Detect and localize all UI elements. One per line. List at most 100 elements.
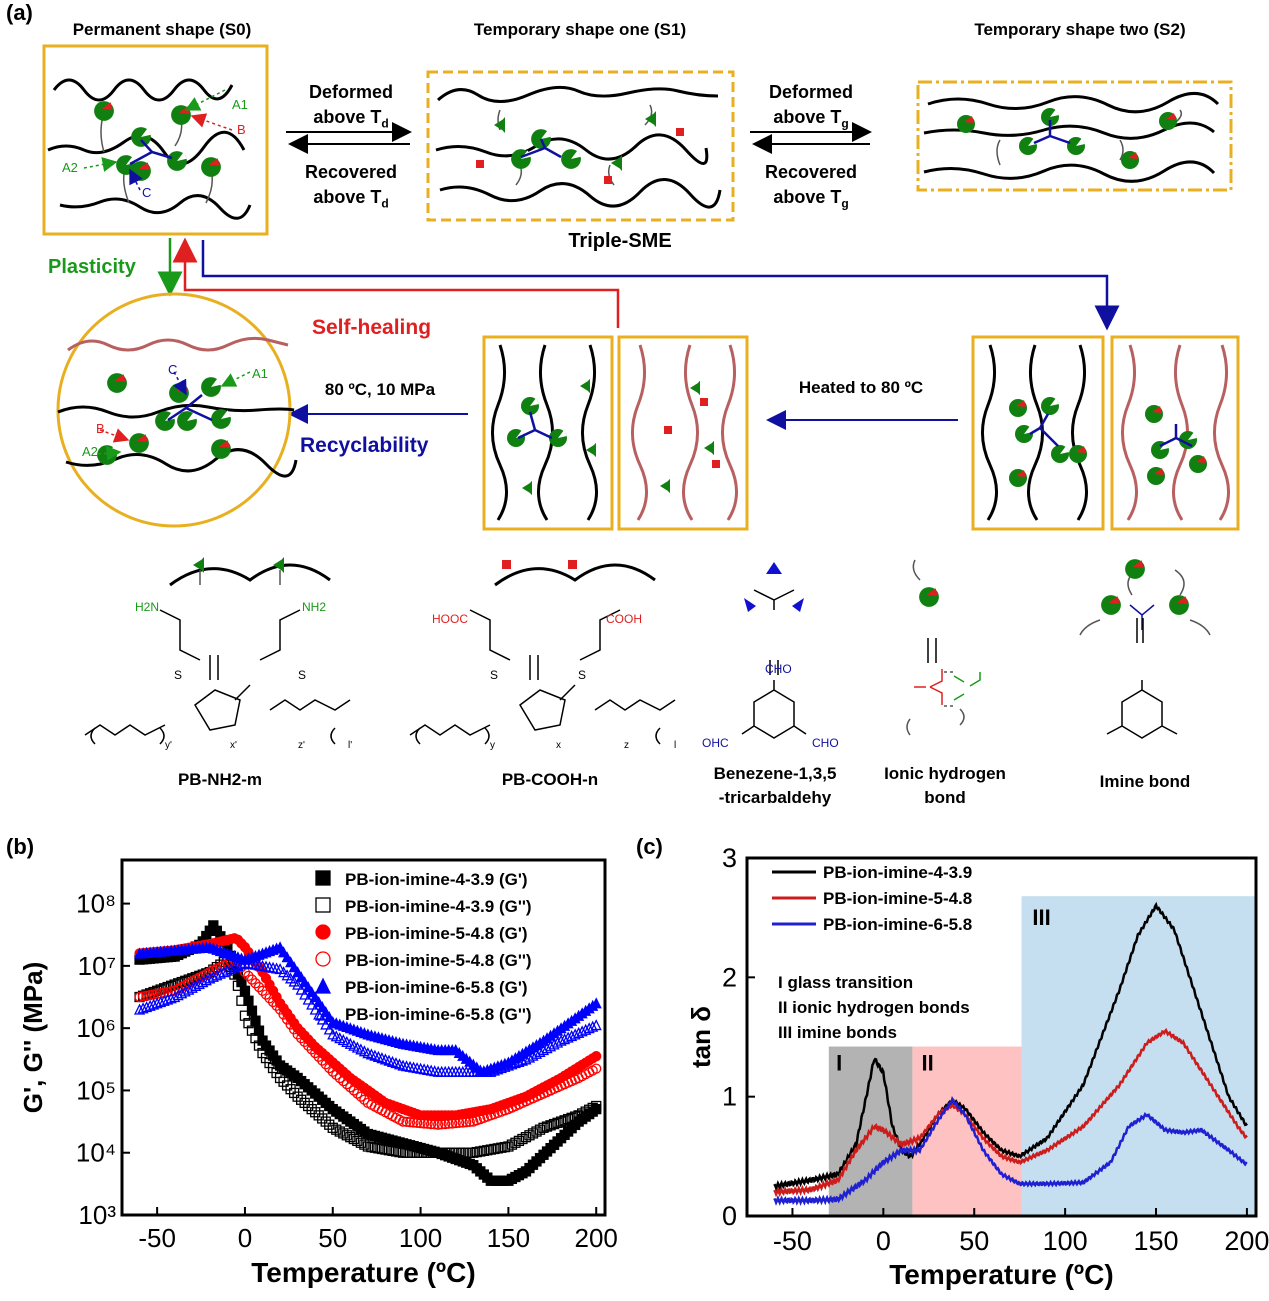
x-tick-label: 200 [575, 1223, 618, 1253]
data-point [141, 1001, 153, 1013]
data-point [257, 985, 268, 996]
sub-y1: y' [165, 740, 172, 751]
data-point [214, 967, 226, 979]
sub-x: x [556, 740, 561, 751]
data-point [271, 1000, 282, 1011]
h2n-label: H2N [135, 600, 160, 614]
data-point [418, 1118, 430, 1129]
data-point [457, 1117, 468, 1128]
data-point [137, 991, 149, 1002]
plot-frame [745, 856, 1258, 1218]
pb-cooh-label: PB-COOH-n [501, 770, 599, 789]
data-point [334, 1126, 345, 1137]
data-point [450, 1117, 461, 1129]
data-point [327, 1122, 338, 1133]
data-point [221, 964, 233, 976]
marker-b-circle: B [96, 421, 105, 436]
data-point [338, 1075, 349, 1087]
data-point [510, 1137, 521, 1148]
marker-a1: A1 [232, 97, 248, 112]
data-point [513, 1135, 525, 1147]
pb-nh2-label: PB-NH2-m [177, 770, 263, 789]
s1-title: Temporary shape one (S1) [473, 20, 687, 39]
series-line [773, 1096, 1248, 1206]
data-point [299, 1097, 310, 1109]
series-line [773, 901, 1248, 1192]
component-boxes-imine [971, 335, 1240, 531]
series-line [773, 1027, 1248, 1198]
sub-l: l [674, 740, 677, 751]
data-point [503, 1141, 514, 1152]
data-point [315, 924, 331, 940]
chemical-structures [84, 555, 1211, 745]
y-tick-label: 10⁸ [76, 889, 116, 919]
data-point [306, 1103, 317, 1115]
data-point [314, 1004, 332, 1021]
data-point [591, 1063, 602, 1074]
data-point [404, 1117, 416, 1128]
data-point [144, 999, 156, 1011]
s1-box [426, 70, 735, 222]
region-label: I [836, 1050, 842, 1075]
data-point [524, 1130, 535, 1141]
data-point [566, 1029, 578, 1042]
data-point [485, 1065, 497, 1077]
y-tick-label: 0 [722, 1201, 737, 1231]
data-point [246, 974, 258, 985]
x-tick-label: 0 [238, 1223, 252, 1253]
sub-y: y [490, 740, 495, 751]
data-point [334, 1072, 345, 1084]
y-tick-label: 3 [722, 843, 737, 873]
data-point [243, 995, 254, 1006]
data-point [348, 1085, 359, 1096]
data-point [590, 997, 602, 1009]
data-point [200, 974, 212, 986]
data-point [562, 1113, 574, 1125]
hooc-label: HOOC [432, 612, 468, 626]
data-point [165, 992, 177, 1004]
data-point [313, 1051, 324, 1062]
data-point [562, 1031, 574, 1043]
data-point [555, 1116, 567, 1127]
s2-title: Temporary shape two (S2) [974, 20, 1186, 39]
x-tick-label: -50 [138, 1223, 176, 1253]
data-point [359, 1139, 370, 1150]
data-point [408, 1117, 419, 1128]
deformed-td-label: Deformed above Td [308, 82, 393, 131]
data-point [327, 1066, 338, 1077]
data-point [281, 1080, 293, 1091]
data-point [250, 978, 261, 989]
data-point [299, 1036, 310, 1048]
data-point [401, 1116, 412, 1128]
data-point [541, 1121, 553, 1132]
data-point [495, 1062, 507, 1074]
legend-entry: PB-ion-imine-4-3.9 (G') [345, 870, 528, 889]
x-tick-label: 150 [487, 1223, 530, 1253]
data-point [432, 1119, 444, 1130]
annotation: III imine bonds [778, 1023, 897, 1042]
y-tick-label: 1 [722, 1082, 737, 1112]
legend-entry: PB-ion-imine-6-5.8 [823, 915, 972, 934]
legend-entry: PB-ion-imine-4-3.9 (G'') [345, 897, 532, 916]
data-point [548, 1118, 560, 1130]
data-point [166, 986, 177, 997]
s0-box [42, 44, 269, 236]
data-point [148, 998, 160, 1010]
data-point [436, 1119, 447, 1130]
marker-a2-circle: A2 [82, 444, 98, 459]
region-label: II [922, 1050, 934, 1075]
data-point [232, 980, 244, 991]
recovered-td-label: Recovered above Td [304, 162, 398, 211]
data-point [454, 1117, 465, 1128]
data-point [580, 1106, 591, 1117]
data-point [274, 1072, 286, 1084]
data-point [573, 1110, 584, 1121]
y-tick-label: 10³ [78, 1200, 116, 1230]
data-point [320, 1116, 331, 1127]
s2-box [916, 80, 1233, 192]
s-label-3: S [490, 668, 499, 682]
data-point [162, 986, 173, 998]
data-point [228, 961, 240, 973]
data-point [144, 989, 156, 1001]
data-point [204, 972, 216, 984]
